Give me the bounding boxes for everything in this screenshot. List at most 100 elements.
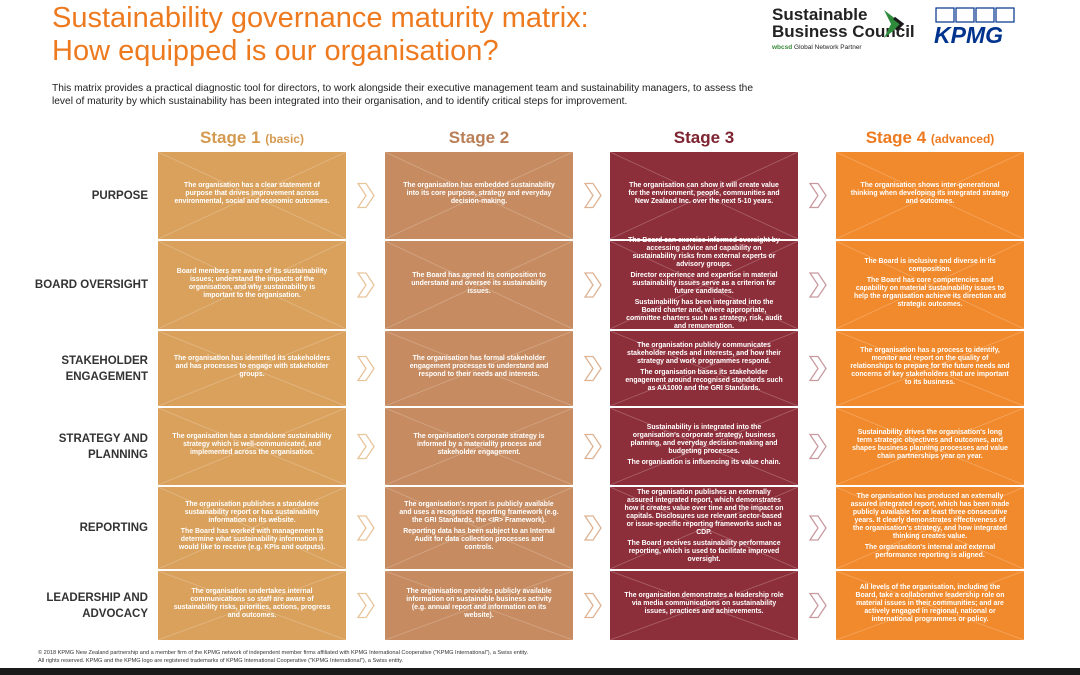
row-label: REPORTING [79,522,148,534]
row-label: STRATEGY AND PLANNING [58,432,148,461]
chevron [583,433,602,460]
cell: The organisation shows inter-generationa… [836,152,1024,239]
partner: Global Network Partner [794,44,862,51]
cell: All levels of the organisation, includin… [836,571,1024,640]
stage-qualifier: (basic) [265,132,304,146]
stage-name: Stage 2 [448,128,510,147]
row-label: PURPOSE [91,189,148,202]
cell-text: The organisation can show it will create… [628,182,780,205]
cell-text: The organisation has a process to identi… [850,347,1010,386]
cell: The organisation's report is publicly av… [385,487,573,569]
cell-text: The organisation's corporate strategy is… [413,433,545,456]
sbc-partner: wbcsd Global Network Partner [772,44,915,52]
cell: The organisation provides publicly avail… [385,571,573,640]
cell: The organisation has identified its stak… [158,331,346,406]
sbc-line: Business Council [772,22,915,41]
chevron [356,272,375,298]
cell: Board members are aware of its sustainab… [158,241,346,329]
stage-qualifier: (advanced) [930,132,995,146]
cell-text: The Board has agreed its composition to … [411,271,547,295]
row-label: STAKEHOLDER ENGAGEMENT [61,354,148,383]
stage-name: Stage 4 [865,128,927,147]
intro: This matrix provides a practical diagnos… [52,83,754,107]
stage-header: Stage 1 (basic) [158,128,346,148]
kpmg: KPMG [934,22,1003,46]
cell-text: The organisation has a standalone sustai… [172,433,332,456]
cell-text: The organisation publishes a standalone … [184,501,320,524]
chevron [356,182,375,209]
cell: The organisation has formal stakeholder … [385,331,573,406]
bottom-bar [0,668,1080,675]
chevron [808,433,827,460]
cell-text: The Board is inclusive and diverse in it… [864,258,996,273]
footer-line: © 2018 KPMG New Zealand partnership and … [38,650,529,656]
cell: The organisation demonstrates a leadersh… [610,571,798,640]
cell-text: The organisation publicly communicates s… [627,341,781,365]
chevron [808,355,827,382]
chevron [808,592,827,619]
cell-text: The organisation demonstrates a leadersh… [624,592,784,615]
cell-text: The organisation has a clear statement o… [174,182,330,205]
title-line: How equipped is our organisation? [52,35,499,67]
sbc-line: Sustainable [772,5,868,24]
stage-header: Stage 4 (advanced) [836,128,1024,148]
cell-text: The organisation is influencing its valu… [627,458,781,466]
cell: The organisation has a clear statement o… [158,152,346,239]
footer-line: All rights reserved. KPMG and the KPMG l… [38,658,404,664]
cell-text: The organisation undertakes internal com… [173,588,331,619]
row-label: BOARD OVERSIGHT [34,279,148,291]
cell-text: The Board can exercise informed oversigh… [628,236,780,268]
cell: The Board has agreed its composition to … [385,241,573,329]
chevron [583,272,602,298]
cell-text: Reporting data has been subject to an In… [403,528,555,551]
cell-text: The organisation's report is publicly av… [399,501,559,524]
sbc-arrow [884,10,905,38]
chevron [356,515,375,541]
cell-text: The organisation has formal stakeholder … [409,355,549,378]
cell: The organisation can show it will create… [610,152,798,239]
cell: Sustainability is integrated into the or… [610,408,798,485]
cell: The organisation's corporate strategy is… [385,408,573,485]
cell: The Board can exercise informed oversigh… [610,237,798,330]
cell-text: The organisation shows inter-generationa… [850,182,1010,205]
cell-text: Board members are aware of its sustainab… [176,267,328,299]
cell: Sustainability drives the organisation's… [836,408,1024,485]
cell: The organisation publishes a standalone … [158,487,346,569]
chevron [808,272,827,298]
cell-text: Sustainability is integrated into the or… [630,423,778,455]
chevron [808,182,827,209]
chevron [356,433,375,460]
stage-header: Stage 2 [385,128,573,148]
cell-text: The organisation has embedded sustainabi… [403,182,555,205]
cell-text: Sustainability drives the organisation's… [852,429,1008,460]
cell: The Board is inclusive and diverse in it… [836,241,1024,329]
cell: The organisation has produced an externa… [836,487,1024,569]
cell: The organisation undertakes internal com… [158,571,346,640]
chevron [808,515,827,541]
stage-header: Stage 3 [610,128,798,148]
cell-text: Sustainability has been integrated into … [626,298,782,330]
wbcsd: wbcsd [772,44,793,51]
cell-text: The organisation has produced an externa… [850,493,1010,540]
title: Sustainability governance maturity matri… [52,2,589,68]
cell: The organisation has embedded sustainabi… [385,152,573,239]
cell-text: The organisation bases its stakeholder e… [625,368,783,392]
cell: The organisation publishes an externally… [610,487,798,569]
cell-text: All levels of the organisation, includin… [855,584,1005,623]
stage-name: Stage 1 [200,128,261,147]
cell: The organisation has a standalone sustai… [158,408,346,485]
cell-text: The organisation has identified its stak… [173,355,331,378]
cell-text: The organisation publishes an externally… [624,489,784,536]
stage-name: Stage 3 [673,128,735,147]
title-line: Sustainability governance maturity matri… [52,2,589,34]
cell: The organisation has a process to identi… [836,331,1024,406]
sbc-logo: Sustainable Business Council wbcsd Globa… [772,6,915,52]
cell-text: Director experience and expertise in mat… [630,271,778,295]
chevron [356,592,375,619]
cell-text: The organisation's internal and external… [864,544,996,559]
cell-text: The Board receives sustainability perfor… [627,540,781,563]
cell: The organisation publicly communicates s… [610,331,798,406]
row-label: LEADERSHIP AND ADVOCACY [46,591,148,620]
cell-text: The Board has core competencies and capa… [853,277,1006,308]
